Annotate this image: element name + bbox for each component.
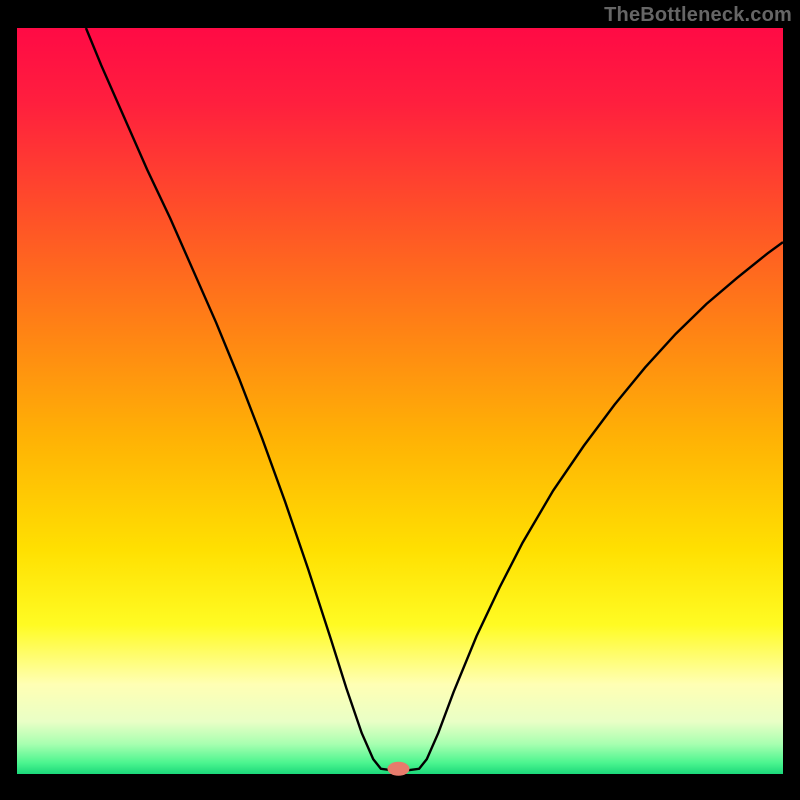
chart-container: TheBottleneck.com <box>0 0 800 800</box>
optimal-point-marker <box>387 762 409 776</box>
chart-gradient-background <box>17 28 783 774</box>
watermark-text: TheBottleneck.com <box>604 4 792 27</box>
bottleneck-chart <box>0 0 800 800</box>
